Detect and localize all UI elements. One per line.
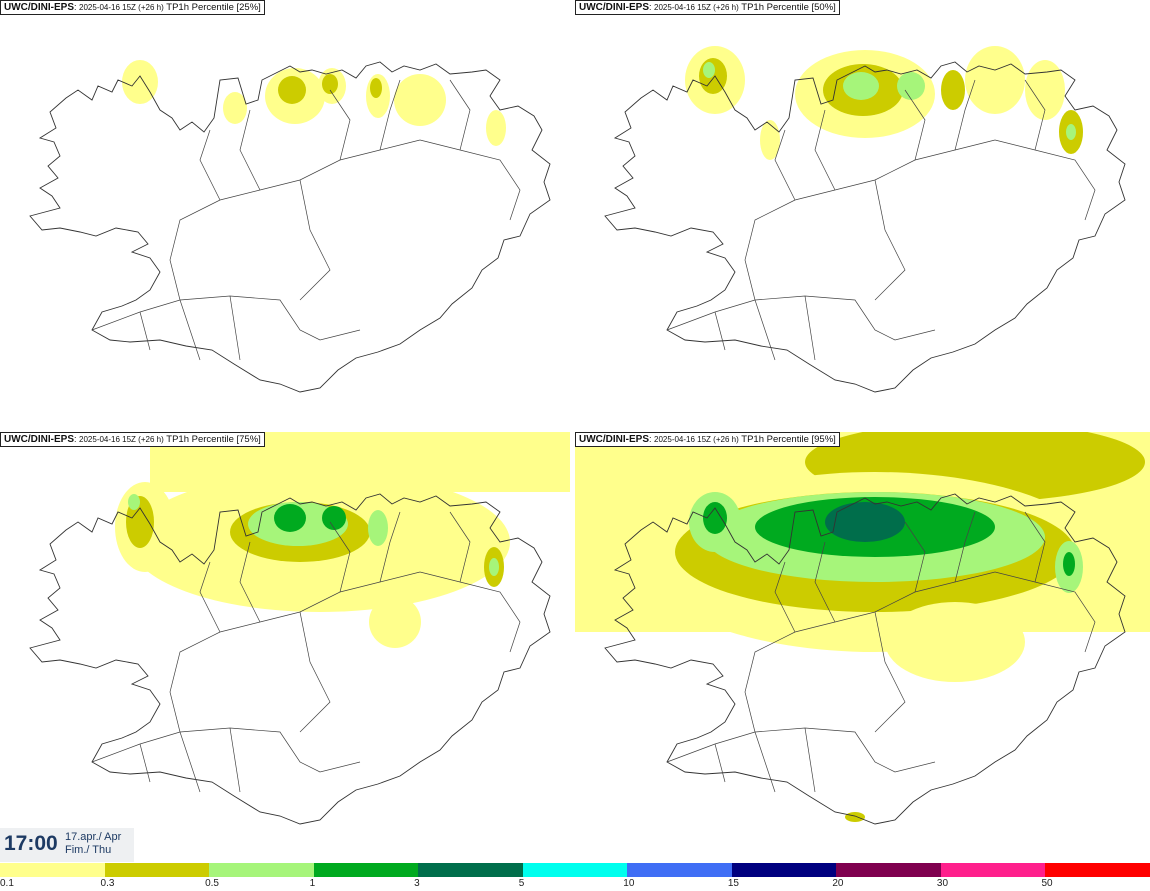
- iceland-map-p75: [29, 432, 570, 825]
- panel-title-p95: UWC/DINI-EPS: 2025-04-16 15Z (+26 h) TP1…: [575, 432, 840, 447]
- precip-areas-p95: [575, 432, 1150, 822]
- iceland-map-p25: [29, 60, 551, 393]
- color-legend-labels: 0.1 0.3 0.5 1 3 5 10 15 20 30 50: [0, 877, 1150, 891]
- legend-label: 20: [832, 878, 844, 889]
- legend-label: 0.1: [0, 878, 14, 889]
- legend-swatch: [1045, 863, 1150, 877]
- legend-swatch: [940, 863, 1046, 877]
- legend-label: 15: [727, 878, 739, 889]
- precip-areas-p50: [685, 46, 1083, 160]
- legend-swatch: [627, 863, 732, 877]
- valid-date-line: 17.apr./ Apr: [65, 831, 122, 843]
- legend-swatch: [418, 863, 523, 877]
- panel-title-p75: UWC/DINI-EPS: 2025-04-16 15Z (+26 h) TP1…: [0, 432, 265, 447]
- color-legend-bar: [0, 863, 1150, 877]
- panel-source: UWC/DINI-EPS: [4, 2, 74, 13]
- map-panel-p25: UWC/DINI-EPS: 2025-04-16 15Z (+26 h) TP1…: [0, 0, 575, 432]
- precip-areas-p25: [122, 60, 506, 146]
- legend-label: 1: [309, 878, 316, 889]
- legend-label: 3: [414, 878, 420, 889]
- legend-label: 0.5: [205, 878, 219, 889]
- panel-variable: TP1h Percentile [25%]: [166, 2, 261, 13]
- panel-run: 2025-04-16 15Z (+26 h): [79, 3, 164, 12]
- map-panel-p50: UWC/DINI-EPS: 2025-04-16 15Z (+26 h) TP1…: [575, 0, 1150, 432]
- legend-swatch: [522, 863, 628, 877]
- legend-swatch: [731, 863, 837, 877]
- legend-swatch: [313, 863, 419, 877]
- legend-swatch: [836, 863, 941, 877]
- map-panel-p95: UWC/DINI-EPS: 2025-04-16 15Z (+26 h) TP1…: [575, 432, 1150, 864]
- panel-run: 2025-04-16 15Z (+26 h): [79, 435, 164, 444]
- iceland-map-p50: [604, 46, 1126, 393]
- panel-source: UWC/DINI-EPS: [579, 2, 649, 13]
- iceland-map-p95: [575, 432, 1150, 825]
- legend-label: 10: [623, 878, 635, 889]
- panel-run: 2025-04-16 15Z (+26 h): [654, 3, 739, 12]
- legend-label: 50: [1041, 878, 1053, 889]
- valid-day-line: Fim./ Thu: [65, 844, 112, 856]
- valid-time-box: 17:00 17.apr./ Apr Fim./ Thu: [0, 828, 134, 862]
- legend-label: 5: [518, 878, 525, 889]
- panel-source: UWC/DINI-EPS: [4, 434, 74, 445]
- legend-swatch: [0, 863, 105, 877]
- legend-label: 30: [936, 878, 949, 889]
- panel-variable: TP1h Percentile [50%]: [741, 2, 836, 13]
- map-panel-p75: UWC/DINI-EPS: 2025-04-16 15Z (+26 h) TP1…: [0, 432, 575, 864]
- precip-areas-p75: [115, 432, 570, 648]
- legend-swatch: [209, 863, 314, 877]
- valid-time-clock: 17:00: [4, 832, 58, 855]
- panel-variable: TP1h Percentile [95%]: [741, 434, 836, 445]
- panel-variable: TP1h Percentile [75%]: [166, 434, 261, 445]
- panel-run: 2025-04-16 15Z (+26 h): [654, 435, 739, 444]
- valid-time-date: 17.apr./ Apr Fim./ Thu: [65, 831, 121, 857]
- panel-title-p25: UWC/DINI-EPS: 2025-04-16 15Z (+26 h) TP1…: [0, 0, 265, 15]
- panel-source: UWC/DINI-EPS: [579, 434, 649, 445]
- legend-label: 0.3: [100, 878, 115, 889]
- panel-title-p50: UWC/DINI-EPS: 2025-04-16 15Z (+26 h) TP1…: [575, 0, 840, 15]
- legend-swatch: [104, 863, 210, 877]
